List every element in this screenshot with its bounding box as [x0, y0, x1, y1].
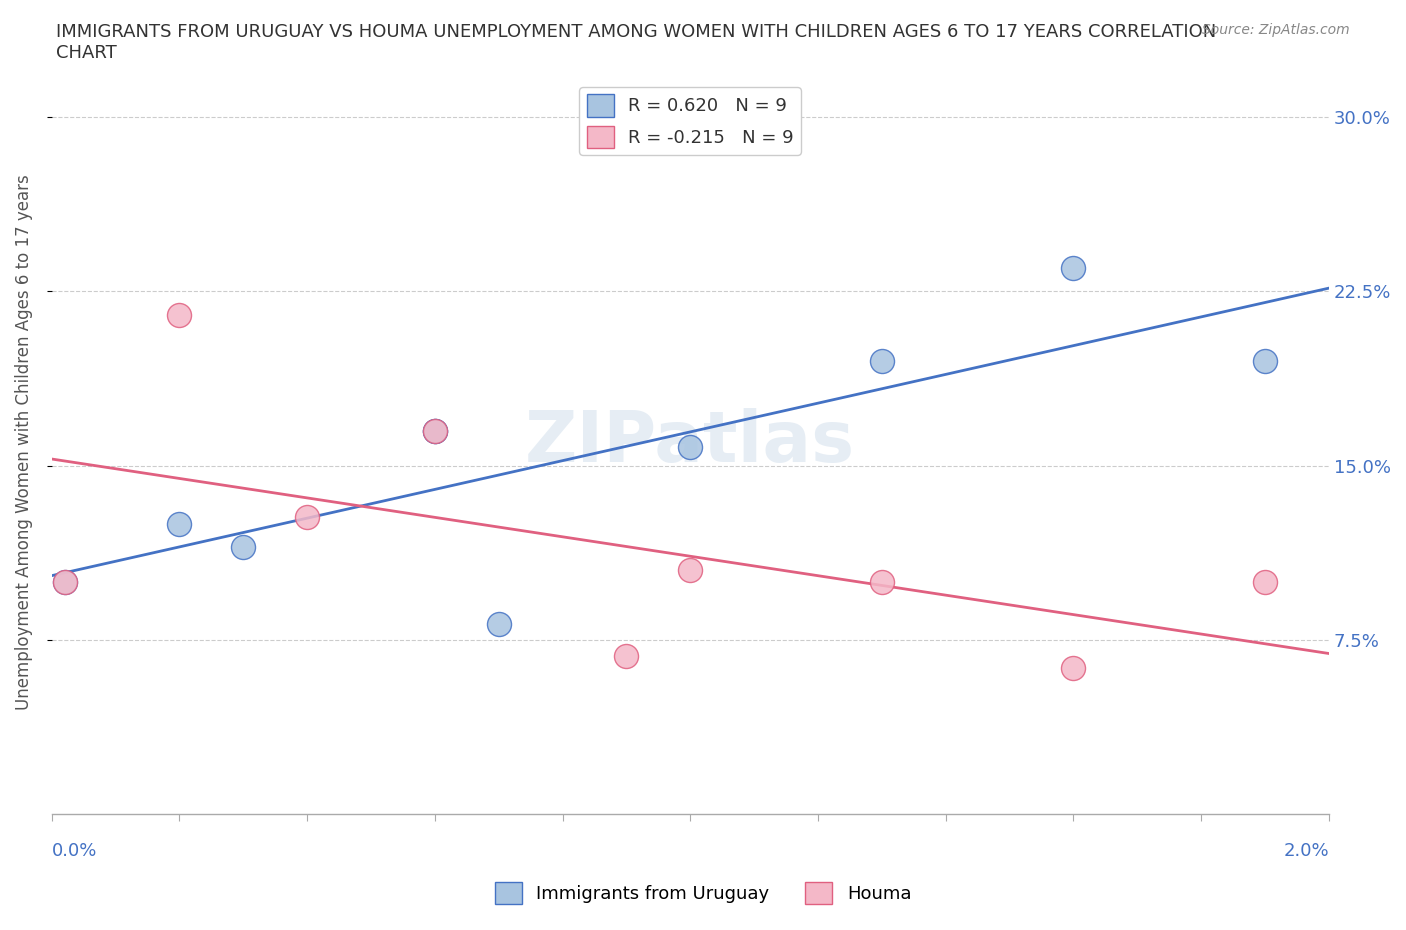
Point: [53, 575, 76, 590]
Text: Source: ZipAtlas.com: Source: ZipAtlas.com: [1202, 23, 1350, 37]
Text: CHART: CHART: [56, 44, 117, 61]
Point: [169, 307, 191, 322]
Point: [679, 563, 702, 578]
Text: IMMIGRANTS FROM URUGUAY VS HOUMA UNEMPLOYMENT AMONG WOMEN WITH CHILDREN AGES 6 T: IMMIGRANTS FROM URUGUAY VS HOUMA UNEMPLO…: [56, 23, 1216, 41]
Point: [1062, 660, 1084, 675]
Point: [53, 575, 76, 590]
Point: [616, 648, 638, 663]
Legend: R = 0.620   N = 9, R = -0.215   N = 9: R = 0.620 N = 9, R = -0.215 N = 9: [579, 87, 801, 154]
Point: [1062, 260, 1084, 275]
Point: [423, 423, 446, 438]
Text: 2.0%: 2.0%: [1284, 843, 1329, 860]
Point: [679, 440, 702, 455]
Point: [423, 423, 446, 438]
Point: [295, 510, 318, 525]
Point: [232, 539, 254, 554]
Point: [169, 516, 191, 531]
Y-axis label: Unemployment Among Women with Children Ages 6 to 17 years: Unemployment Among Women with Children A…: [15, 175, 32, 711]
Legend: Immigrants from Uruguay, Houma: Immigrants from Uruguay, Houma: [488, 875, 918, 911]
Text: 0.0%: 0.0%: [52, 843, 97, 860]
Point: [423, 423, 446, 438]
Text: ZIPatlas: ZIPatlas: [526, 408, 855, 477]
Point: [1254, 575, 1277, 590]
Point: [1254, 353, 1277, 368]
Point: [488, 616, 510, 631]
Point: [870, 353, 893, 368]
Point: [870, 575, 893, 590]
